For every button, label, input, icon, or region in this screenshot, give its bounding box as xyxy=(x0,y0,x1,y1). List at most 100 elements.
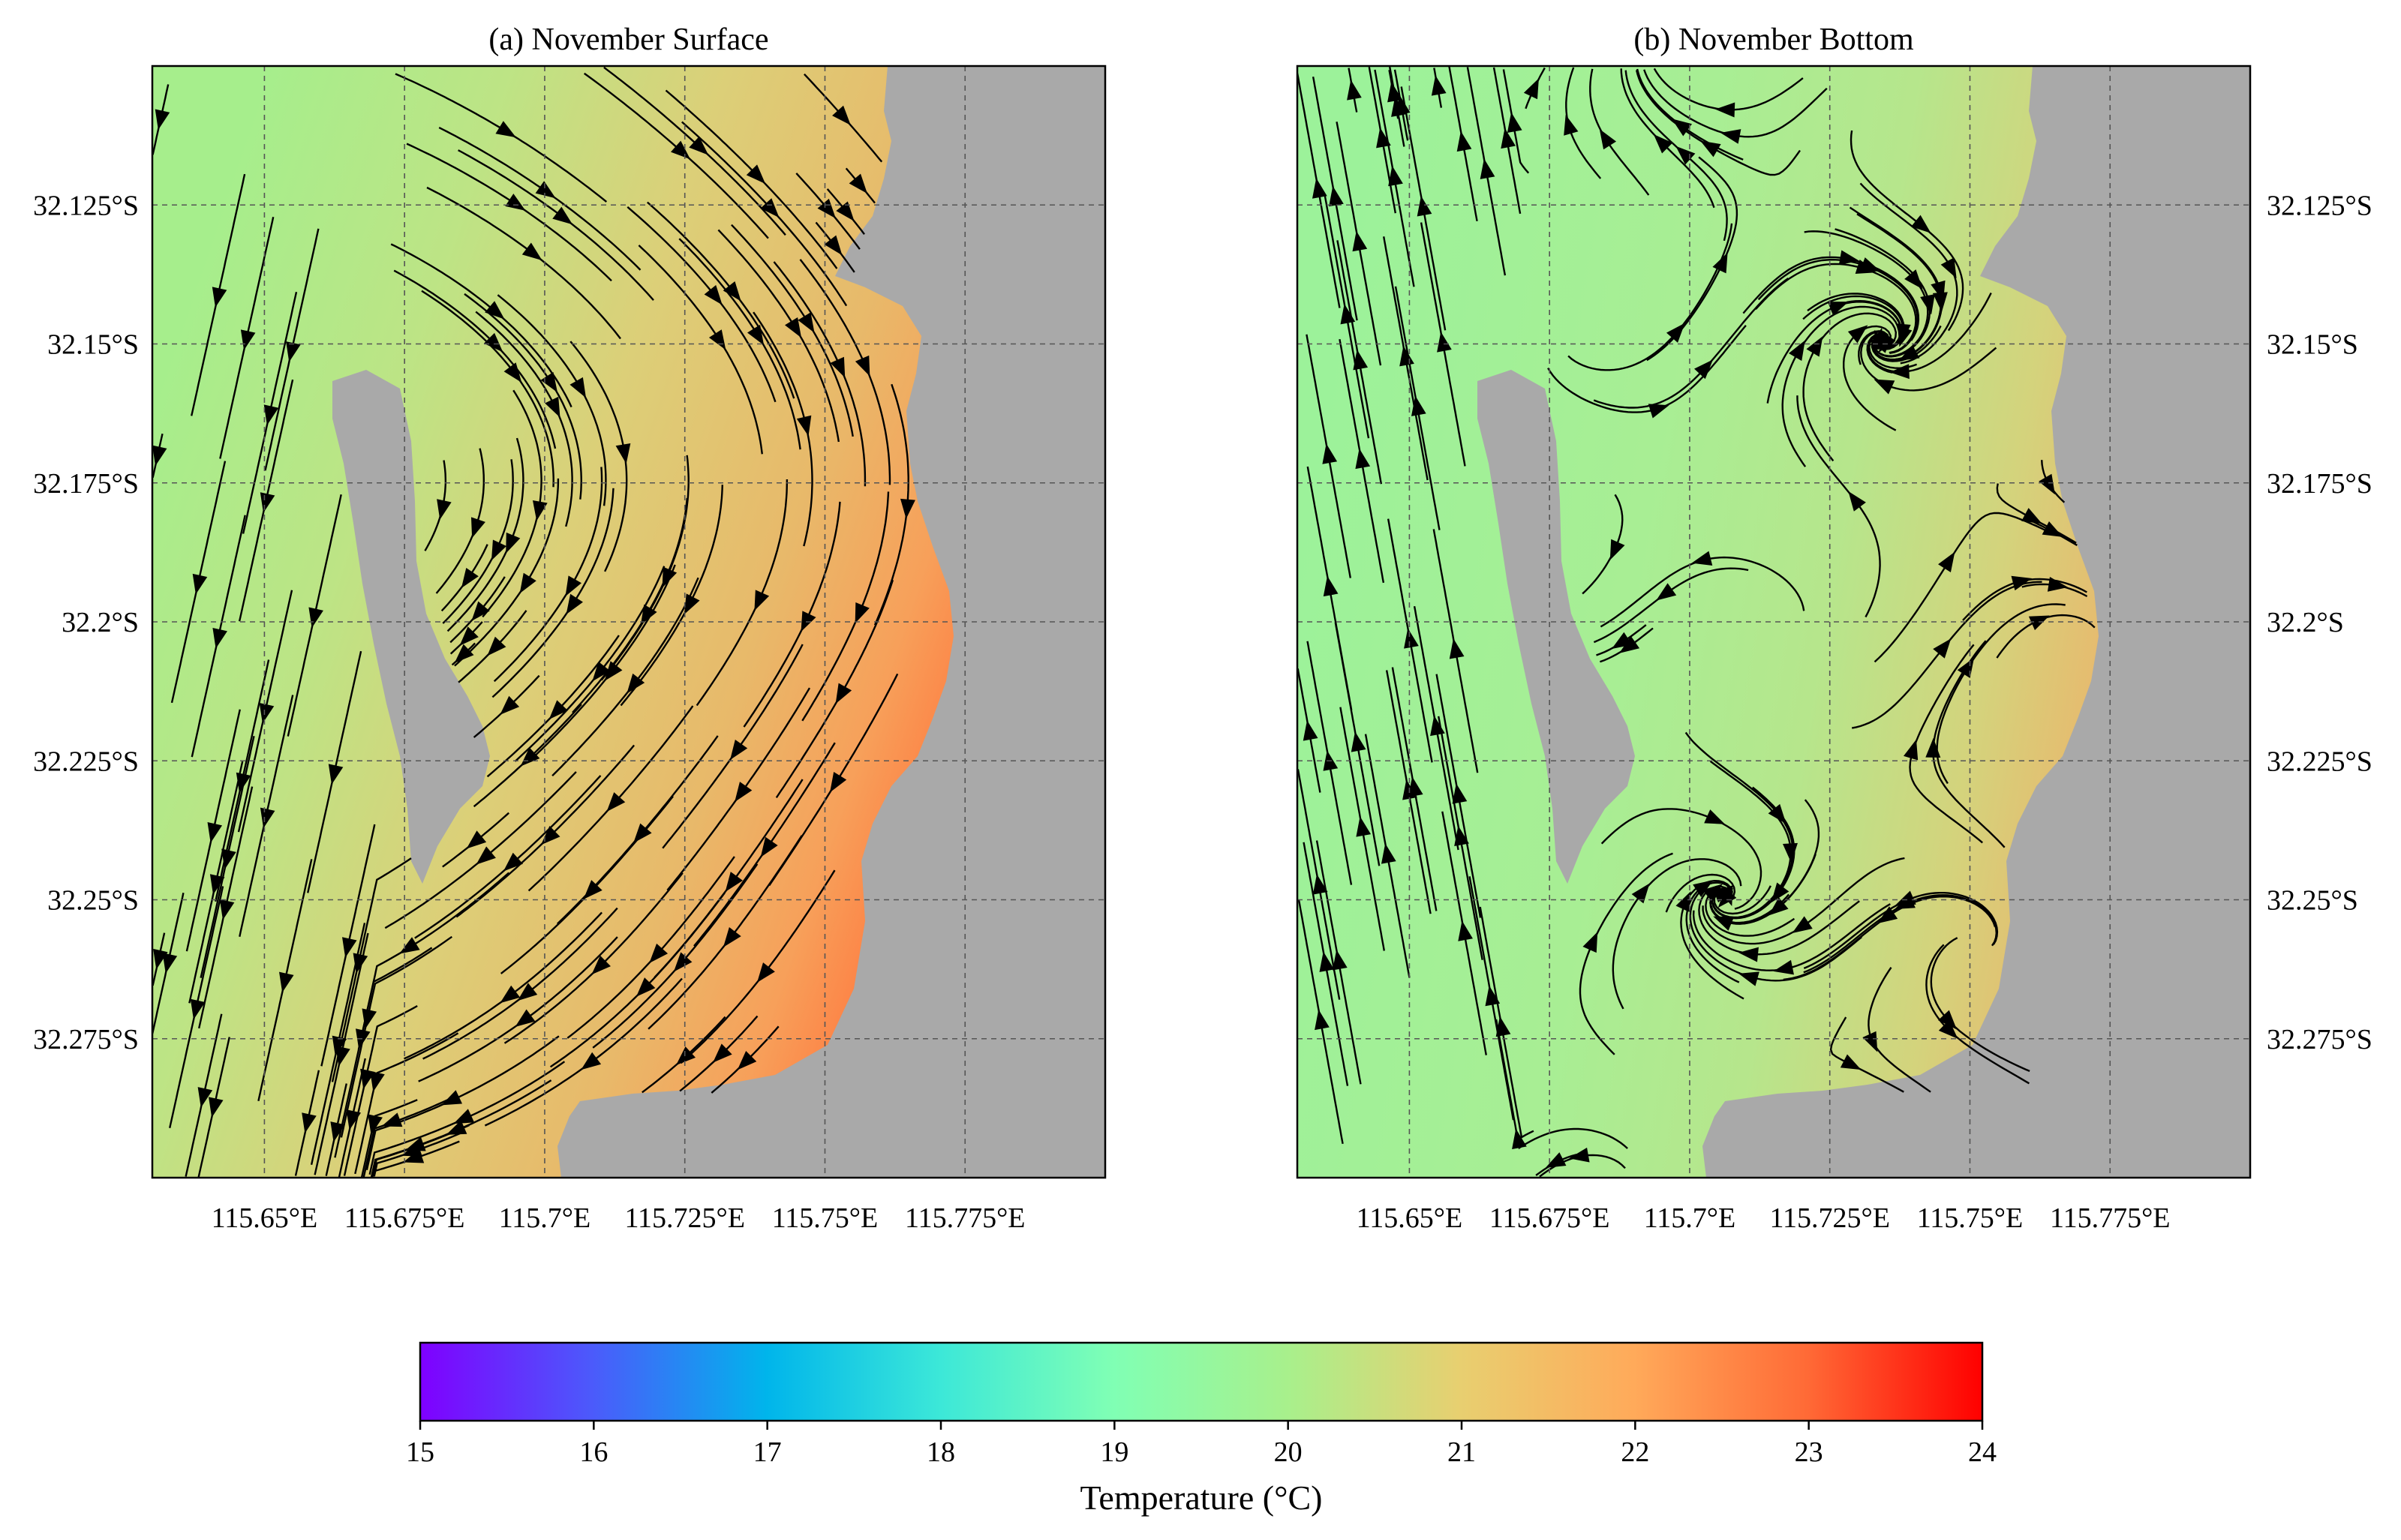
flow-arrow xyxy=(503,362,522,383)
colorbar-gradient xyxy=(419,1341,1984,1422)
flow-arrow xyxy=(1609,539,1625,560)
flow-arrow xyxy=(900,498,915,519)
flow-arrow xyxy=(676,1046,696,1066)
flow-arrow xyxy=(403,1148,425,1163)
flow-arrow xyxy=(368,1114,383,1135)
lat-tick-label: 32.15°S xyxy=(47,329,139,361)
flow-arrow xyxy=(540,826,560,845)
flow-arrow xyxy=(1395,95,1411,116)
flow-arrow xyxy=(500,695,520,715)
lon-tick-labels: 115.65°E 115.675°E 115.7°E 115.725°E 115.75°… xyxy=(212,1202,1026,1234)
flow-arrow xyxy=(1495,1016,1511,1037)
flow-arrow xyxy=(487,636,506,656)
lon-tick-labels: 115.65°E 115.675°E 115.7°E 115.725°E 115.75°… xyxy=(1357,1202,2171,1234)
flow-arrow xyxy=(1713,916,1735,931)
flow-arrow xyxy=(1773,959,1794,975)
flow-arrow xyxy=(1329,185,1344,207)
flow-arrow xyxy=(708,329,726,350)
flow-arrow xyxy=(1895,323,1911,344)
flow-arrow xyxy=(1388,165,1403,187)
flow-arrow xyxy=(500,985,521,1004)
lat-tick-label: 32.125°S xyxy=(2267,190,2372,221)
lat-tick-label: 32.225°S xyxy=(33,746,139,777)
lon-tick-label: 115.775°E xyxy=(2050,1202,2171,1234)
flow-arrow xyxy=(704,284,723,305)
flow-arrow xyxy=(506,532,521,554)
flow-arrow xyxy=(737,1050,757,1070)
flow-arrow xyxy=(209,1097,224,1118)
colorbar-tick-label: 18 xyxy=(927,1436,955,1468)
flow-arrow xyxy=(796,415,812,437)
flow-arrow xyxy=(1381,843,1396,864)
flow-arrow xyxy=(754,590,770,611)
flow-arrow xyxy=(1454,825,1469,846)
panel-surface: 115.65°E 115.675°E 115.7°E 115.725°E 115.75°… xyxy=(33,23,1107,1234)
lat-tick-label: 32.125°S xyxy=(33,190,139,221)
lon-tick-label: 115.65°E xyxy=(212,1202,318,1234)
flow-arrow xyxy=(760,198,780,218)
flow-arrow xyxy=(1404,628,1419,649)
flow-arrow xyxy=(521,242,542,261)
flow-arrow xyxy=(342,937,357,958)
flow-arrow xyxy=(723,281,741,302)
flow-arrow xyxy=(545,396,560,418)
lon-tick-label: 115.7°E xyxy=(1644,1202,1736,1234)
flow-arrow xyxy=(1704,809,1726,824)
colorbar-tick-label: 19 xyxy=(1100,1436,1128,1468)
flow-arrow xyxy=(1904,269,1923,290)
flow-arrow xyxy=(1666,323,1685,343)
flow-arrow xyxy=(1449,638,1465,659)
flow-arrow xyxy=(604,661,623,681)
lat-tick-labels: 32.125°S 32.15°S 32.175°S 32.2°S 32.225°S 32.… xyxy=(2267,190,2372,1055)
flow-arrow xyxy=(1458,920,1473,941)
flow-arrow xyxy=(1771,882,1789,903)
flow-arrow xyxy=(1714,102,1735,118)
flow-arrow xyxy=(640,604,657,626)
colorbar-ticks: 15 16 17 18 19 20 21 22 23 24 xyxy=(406,1421,1997,1468)
flow-arrow xyxy=(1904,739,1919,761)
flow-arrow xyxy=(519,572,536,594)
flow-arrow xyxy=(1631,883,1650,904)
flow-arrow xyxy=(453,1109,475,1124)
flow-arrow xyxy=(517,983,538,1001)
lat-tick-label: 32.25°S xyxy=(47,885,139,917)
flow-arrow xyxy=(1859,257,1881,272)
flow-arrow xyxy=(817,198,836,219)
flow-arrow xyxy=(1768,897,1789,916)
flow-arrow xyxy=(1485,985,1501,1007)
flow-arrow xyxy=(835,683,852,704)
flow-arrow xyxy=(212,287,227,308)
flow-arrow xyxy=(1512,1128,1527,1149)
flow-arrow xyxy=(565,575,582,596)
flow-arrow xyxy=(381,1112,403,1127)
flow-arrow xyxy=(2021,508,2042,524)
flow-arrow xyxy=(1648,404,1669,419)
colorbar-tick-label: 22 xyxy=(1621,1436,1649,1468)
flow-arrow xyxy=(1932,292,1948,313)
lon-tick-label: 115.75°E xyxy=(1917,1202,2024,1234)
lon-tick-label: 115.675°E xyxy=(1489,1202,1610,1234)
panel-title: (b) November Bottom xyxy=(1633,23,1914,57)
panel-title: (a) November Surface xyxy=(488,23,768,57)
flow-arrow xyxy=(1322,443,1338,464)
lon-tick-label: 115.725°E xyxy=(1769,1202,1890,1234)
flow-arrow xyxy=(454,644,474,663)
flow-arrow xyxy=(1312,178,1327,199)
flow-arrow xyxy=(1789,340,1805,362)
flow-arrow xyxy=(1582,932,1598,953)
flow-arrow xyxy=(760,836,778,857)
lat-tick-label: 32.225°S xyxy=(2267,746,2372,777)
flow-arrow xyxy=(308,607,323,629)
flow-arrow xyxy=(1353,350,1369,371)
flow-arrow xyxy=(459,626,479,646)
flow-arrow xyxy=(583,880,603,899)
colorbar: 15 16 17 18 19 20 21 22 23 24 Temperature (°C) xyxy=(406,1341,1997,1517)
flow-arrow xyxy=(236,772,251,794)
flow-arrow xyxy=(1895,890,1916,905)
flow-arrow xyxy=(730,740,748,761)
flow-arrow xyxy=(746,164,766,185)
flow-arrow xyxy=(1940,257,1957,279)
flow-arrow xyxy=(535,181,556,199)
flow-arrow xyxy=(832,105,851,125)
flow-arrow xyxy=(279,971,294,993)
